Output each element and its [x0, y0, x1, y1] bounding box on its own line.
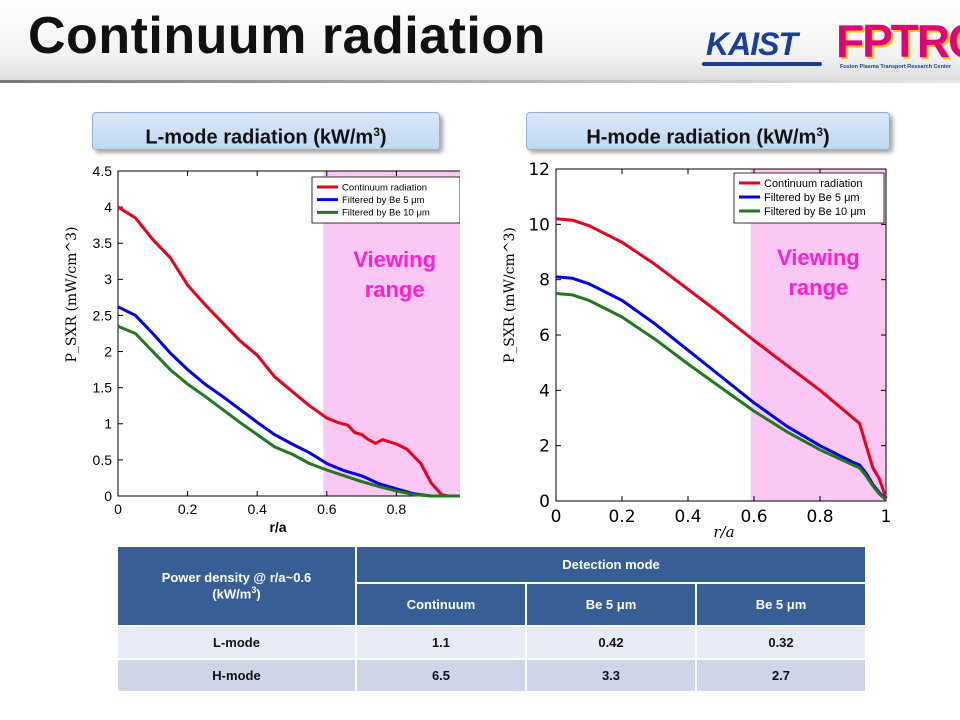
h-mode-panel-title: H-mode radiation (kW/m3)	[526, 112, 890, 150]
l-mode-continuum-line	[117, 205, 460, 498]
l-mode-be10-line	[117, 324, 460, 498]
table-header-power-density: Power density @ r/a~0.6 (kW/m3)	[118, 547, 357, 627]
l-mode-x-tick-label: 0.8	[387, 501, 407, 517]
h-mode-x-axis-label: r/a	[713, 523, 734, 541]
l-mode-y-tick-label: 3	[104, 271, 112, 287]
l-mode-x-axis-label: r/a	[269, 519, 286, 535]
h-mode-y-tick-label: 0	[539, 492, 550, 512]
table-subheader-continuum: Continuum	[356, 583, 527, 627]
table-cell: 0.42	[526, 626, 697, 660]
l-mode-y-tick-label: 0.5	[93, 452, 113, 468]
h-mode-legend-entry: Filtered by Be 10 μm	[764, 206, 866, 218]
h-mode-be10-line	[555, 292, 887, 501]
h-mode-y-tick-label: 2	[539, 437, 550, 457]
h-mode-y-tick-label: 8	[539, 271, 550, 291]
kaist-logo-underline	[702, 62, 822, 66]
table-subheader-be5: Be 5 μm	[526, 583, 697, 627]
h-mode-x-tick-label: 0.4	[674, 507, 701, 527]
table-cell: 0.32	[696, 626, 867, 660]
l-mode-y-tick-label: 1	[104, 416, 112, 432]
h-mode-viewing-range-label: range	[788, 275, 848, 300]
slide-title: Continuum radiation	[28, 7, 546, 65]
h-mode-viewing-range-label: Viewing	[777, 245, 860, 270]
fptrc-logo-subtitle: Fusion Plasma Transport Research Center	[840, 64, 951, 70]
h-mode-legend-entry: Filtered by Be 5 μm	[764, 192, 860, 204]
l-mode-legend-entry: Filtered by Be 10 μm	[342, 208, 430, 219]
h-mode-x-tick-label: 0.2	[608, 507, 635, 527]
l-mode-viewing-range-label: Viewing	[353, 247, 436, 272]
h-mode-x-tick-label: 0.6	[740, 507, 767, 527]
h-mode-continuum-line	[555, 217, 888, 499]
l-mode-y-tick-label: 4	[104, 199, 112, 215]
table-row: L-mode 1.1 0.42 0.32	[118, 626, 867, 660]
l-mode-chart: Viewing range 0 0.5 1 1.5 2 2.5 3 3.5 4 4.5 0 0.2 0.4 0…	[64, 163, 460, 535]
h-mode-y-tick-label: 12	[528, 160, 550, 180]
l-mode-x-tick-label: 0.4	[247, 501, 267, 517]
l-mode-y-tick-label: 3.5	[93, 235, 113, 251]
h-mode-chart: Viewing range 0 2 4 6 8 10 12 0 0.2 0.4 0.6 0.8 1 r/a P_…	[502, 160, 892, 541]
row-label-l-mode: L-mode	[118, 626, 357, 660]
row-label-h-mode: H-mode	[118, 659, 357, 693]
l-mode-x-tick-label: 0	[114, 501, 122, 517]
h-mode-x-tick-label: 0.8	[806, 507, 833, 527]
fptrc-logo-letters: FPTRC	[836, 15, 960, 67]
table-cell: 6.5	[356, 659, 527, 693]
h-mode-y-tick-label: 6	[539, 326, 550, 346]
h-mode-x-tick-label: 1	[881, 507, 892, 527]
l-mode-y-tick-label: 4.5	[93, 163, 113, 179]
l-mode-y-axis-label: P_SXR (mW/cm^3)	[64, 226, 80, 362]
table-cell: 1.1	[356, 626, 527, 660]
l-mode-legend-entry: Filtered by Be 5 μm	[342, 195, 425, 206]
h-mode-y-tick-label: 10	[528, 215, 550, 235]
l-mode-viewing-range-label: range	[365, 277, 425, 302]
h-mode-x-tick-label: 0	[551, 507, 562, 527]
h-mode-legend-entry: Continuum radiation	[764, 178, 862, 190]
l-mode-panel-title: L-mode radiation (kW/m3)	[92, 112, 440, 150]
l-mode-legend-entry: Continuum radiation	[342, 182, 427, 193]
kaist-logo: KAIST	[706, 26, 798, 62]
table-cell: 3.3	[526, 659, 697, 693]
h-mode-y-axis-label: P_SXR (mW/cm^3)	[502, 227, 518, 363]
table-subheader-be5-second: Be 5 μm	[696, 583, 867, 627]
header-band	[0, 0, 960, 80]
l-mode-plot-frame	[117, 170, 460, 497]
l-mode-x-tick-label: 0.2	[178, 501, 198, 517]
l-mode-y-tick-label: 2.5	[93, 307, 113, 323]
table-header-detection-mode: Detection mode	[356, 547, 867, 584]
table-cell: 2.7	[696, 659, 867, 693]
l-mode-x-tick-label: 0.6	[317, 501, 337, 517]
fptrc-logo: FPTRC Fusion Plasma Transport Research C…	[836, 14, 960, 74]
table-row: H-mode 6.5 3.3 2.7	[118, 659, 867, 693]
l-mode-y-tick-label: 0	[104, 488, 112, 504]
l-mode-y-tick-label: 2	[104, 343, 112, 359]
power-density-table: Power density @ r/a~0.6 (kW/m3) Detectio…	[118, 547, 867, 693]
header-divider	[0, 80, 960, 83]
h-mode-y-tick-label: 4	[539, 381, 550, 401]
l-mode-y-tick-label: 1.5	[93, 380, 113, 396]
